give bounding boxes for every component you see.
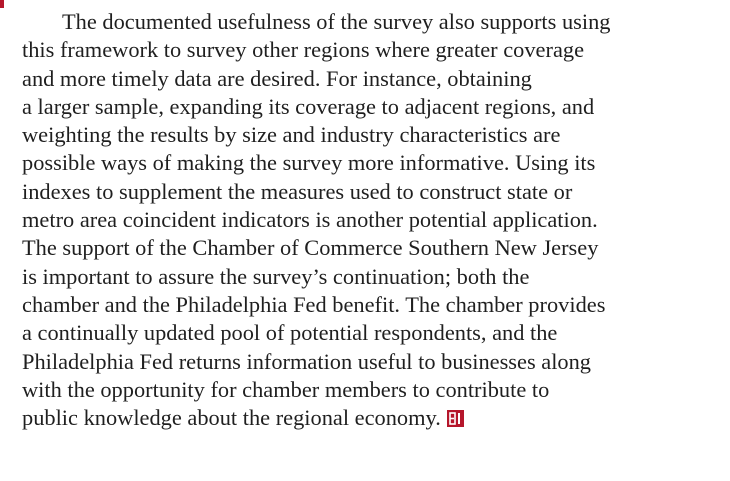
text-line: chamber and the Philadelphia Fed benefit… [22,291,610,319]
line-text: a continually updated pool of potential … [22,320,558,346]
text-line: this framework to survey other regions w… [22,36,610,64]
text-line: a continually updated pool of potential … [22,319,610,347]
line-text: is important to assure the survey’s cont… [22,263,530,289]
text-line: weighting the results by size and indust… [22,121,610,149]
paragraph: The documented usefulness of the survey … [22,8,610,432]
corner-mark [0,0,4,8]
end-mark-icon [446,410,464,428]
line-text: chamber and the Philadelphia Fed benefit… [22,291,606,317]
line-text: and more timely data are desired. For in… [22,65,532,91]
text-line: indexes to supplement the measures used … [22,178,610,206]
line-text: indexes to supplement the measures used … [22,178,573,204]
text-line: and more timely data are desired. For in… [22,65,610,93]
text-line: a larger sample, expanding its coverage … [22,93,610,121]
line-text: possible ways of making the survey more … [22,150,596,176]
line-text: with the opportunity for chamber members… [22,376,550,402]
line-text: The documented usefulness of the survey … [62,9,611,34]
text-line: public knowledge about the regional econ… [22,404,610,432]
text-line: metro area coincident indicators is anot… [22,206,610,234]
text-line: with the opportunity for chamber members… [22,376,610,404]
line-text: metro area coincident indicators is anot… [22,207,598,233]
text-line: The documented usefulness of the survey … [22,8,610,36]
line-text: Philadelphia Fed returns information use… [22,348,592,374]
text-line: is important to assure the survey’s cont… [22,263,610,291]
line-text: a larger sample, expanding its coverage … [22,93,595,119]
line-text: public knowledge about the regional econ… [22,405,441,431]
line-text: this framework to survey other regions w… [22,37,585,63]
text-line: possible ways of making the survey more … [22,149,610,177]
line-text: weighting the results by size and indust… [22,122,561,148]
text-line: The support of the Chamber of Commerce S… [22,234,610,262]
text-line: Philadelphia Fed returns information use… [22,348,610,376]
line-text: The support of the Chamber of Commerce S… [22,235,599,261]
